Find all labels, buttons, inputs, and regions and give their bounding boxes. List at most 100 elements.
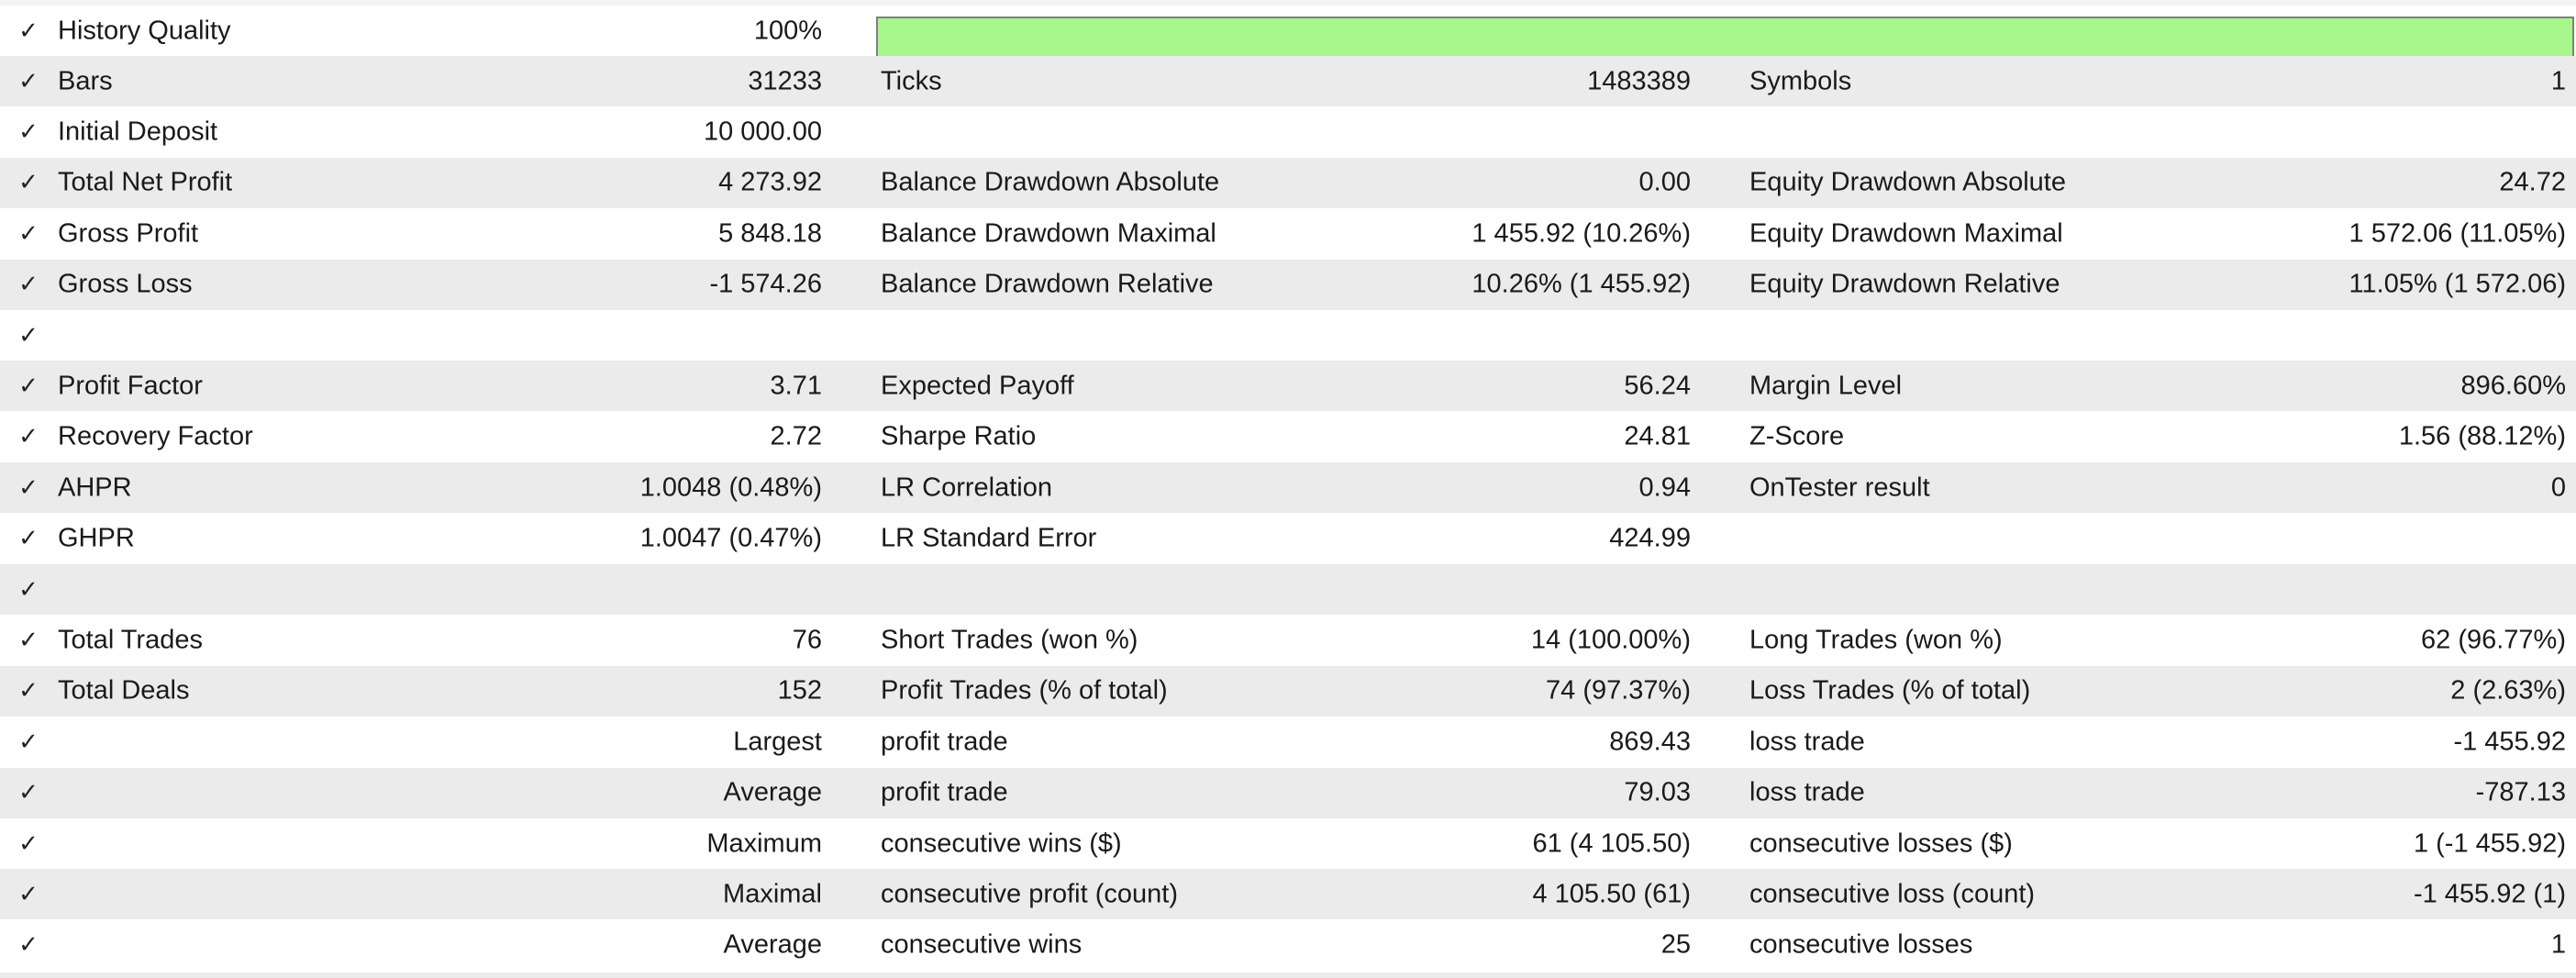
history-quality-bar: [876, 17, 2574, 58]
table-row[interactable]: ✓ Average profit trade 79.03 loss trade -787.…: [0, 767, 2576, 818]
col2-label: LR Standard Error: [881, 523, 1097, 553]
history-quality-value: 100%: [753, 16, 822, 45]
checkmark-icon[interactable]: ✓: [18, 931, 39, 960]
table-row[interactable]: ✓ Largest profit trade 869.43 loss trade -1 4…: [0, 717, 2576, 768]
row-history-quality[interactable]: ✓ History Quality 100%: [0, 6, 2576, 58]
col3-label: Long Trades (won %): [1749, 625, 2003, 655]
col1-value: Maximum: [706, 828, 822, 858]
checkmark-icon[interactable]: ✓: [18, 829, 39, 858]
col1-label: Total Deals: [58, 675, 190, 706]
col1-label: Gross Loss: [58, 269, 193, 299]
checkmark-icon[interactable]: ✓: [18, 626, 39, 654]
col1-value: 31233: [748, 66, 822, 95]
col3-label: Equity Drawdown Relative: [1749, 269, 2060, 299]
checkmark-icon[interactable]: ✓: [18, 372, 39, 400]
table-row[interactable]: ✓ Total Net Profit 4 273.92 Balance Drawdow…: [0, 157, 2576, 208]
checkmark-icon[interactable]: ✓: [18, 169, 39, 197]
col2-value: 25: [1660, 929, 1691, 960]
checkmark-icon[interactable]: ✓: [18, 473, 39, 502]
col3-value: 11.05% (1 572.06): [2348, 269, 2566, 299]
col2-value: 0.94: [1638, 472, 1691, 503]
checkmark-icon[interactable]: ✓: [18, 677, 39, 706]
col1-value: Maximal: [723, 879, 822, 909]
bottom-divider: [0, 972, 2576, 978]
col1-value: -1 574.26: [709, 269, 822, 299]
checkmark-icon[interactable]: ✓: [18, 575, 39, 604]
col2-label: Sharpe Ratio: [881, 421, 1037, 451]
table-row[interactable]: ✓ Gross Profit 5 848.18 Balance Drawdown Ma…: [0, 208, 2576, 260]
col1-label: AHPR: [58, 472, 132, 503]
col1-label: Bars: [58, 66, 113, 95]
col3-value: 1: [2550, 66, 2566, 95]
col2-value: 1 455.92 (10.26%): [1471, 218, 1691, 249]
table-row[interactable]: ✓ AHPR 1.0048 (0.48%) LR Correlation 0.94 OnT…: [0, 462, 2576, 514]
checkmark-icon[interactable]: ✓: [18, 779, 39, 807]
col2-label: consecutive wins ($): [881, 828, 1122, 858]
col3-label: consecutive loss (count): [1749, 879, 2036, 909]
col2-label: Short Trades (won %): [881, 625, 1138, 655]
col1-value: Average: [723, 929, 823, 960]
col3-label: Equity Drawdown Maximal: [1749, 218, 2063, 249]
table-row[interactable]: ✓ Average consecutive wins 25 consecutive lo…: [0, 919, 2576, 971]
col1-value: 1.0048 (0.48%): [639, 472, 822, 503]
table-row[interactable]: ✓ Initial Deposit 10 000.00: [0, 106, 2576, 158]
col1-value: 3.71: [770, 371, 822, 401]
table-row[interactable]: ✓ Gross Loss -1 574.26 Balance Drawdown Rel…: [0, 259, 2576, 310]
checkmark-icon[interactable]: ✓: [18, 117, 39, 146]
col1-value: 5 848.18: [718, 218, 822, 249]
checkmark-icon[interactable]: ✓: [18, 728, 39, 756]
col3-value: -1 455.92: [2453, 727, 2566, 757]
col3-label: Symbols: [1749, 66, 1852, 95]
col3-value: 2 (2.63%): [2450, 675, 2566, 706]
history-quality-bar-fill: [878, 18, 2572, 56]
col2-value: 79.03: [1624, 777, 1691, 807]
checkmark-icon[interactable]: ✓: [18, 17, 39, 45]
col3-label: consecutive losses: [1749, 929, 1973, 960]
col2-value: 424.99: [1609, 523, 1691, 553]
col1-label: Initial Deposit: [58, 117, 218, 147]
col2-label: profit trade: [881, 727, 1008, 757]
checkmark-icon[interactable]: ✓: [18, 67, 39, 95]
checkmark-icon[interactable]: ✓: [18, 880, 39, 908]
table-row[interactable]: ✓: [0, 310, 2576, 361]
checkmark-icon[interactable]: ✓: [18, 423, 39, 451]
checkmark-icon[interactable]: ✓: [18, 525, 39, 553]
col3-value: -1 455.92 (1): [2413, 879, 2566, 909]
top-divider: [0, 0, 2576, 6]
col3-label: consecutive losses ($): [1749, 828, 2013, 858]
col2-label: Balance Drawdown Maximal: [881, 218, 1216, 249]
col3-value: 1: [2550, 929, 2566, 960]
col3-value: 0: [2550, 472, 2566, 503]
table-row[interactable]: ✓ Maximum consecutive wins ($) 61 (4 105.50…: [0, 818, 2576, 869]
table-row[interactable]: ✓: [0, 564, 2576, 615]
col3-label: Loss Trades (% of total): [1749, 675, 2031, 706]
col3-label: OnTester result: [1749, 472, 1930, 503]
col3-label: Margin Level: [1749, 371, 1903, 401]
col2-value: 74 (97.37%): [1546, 675, 1691, 706]
col1-value: 1.0047 (0.47%): [639, 523, 822, 553]
table-row[interactable]: ✓ Total Deals 152 Profit Trades (% of total…: [0, 665, 2576, 717]
checkmark-icon[interactable]: ✓: [18, 219, 39, 248]
table-row[interactable]: ✓ GHPR 1.0047 (0.47%) LR Standard Error 424.…: [0, 513, 2576, 564]
col3-label: Equity Drawdown Absolute: [1749, 167, 2066, 197]
col2-label: LR Correlation: [881, 472, 1052, 503]
checkmark-icon[interactable]: ✓: [18, 321, 39, 350]
col2-label: Ticks: [881, 66, 942, 95]
col1-label: Total Trades: [58, 625, 203, 655]
col2-label: Profit Trades (% of total): [881, 675, 1168, 706]
table-row[interactable]: ✓ Recovery Factor 2.72 Sharpe Ratio 24.81 Z-S…: [0, 411, 2576, 462]
history-quality-label: History Quality: [58, 16, 231, 45]
table-row[interactable]: ✓ Maximal consecutive profit (count) 4 105.…: [0, 869, 2576, 920]
col1-label: Profit Factor: [58, 371, 203, 401]
table-row[interactable]: ✓ Total Trades 76 Short Trades (won %) 14 (1…: [0, 615, 2576, 666]
table-row[interactable]: ✓ Bars 31233 Ticks 1483389 Symbols 1: [0, 56, 2576, 106]
col3-value: -787.13: [2475, 777, 2566, 807]
table-row[interactable]: ✓ Profit Factor 3.71 Expected Payoff 56.24 Ma…: [0, 361, 2576, 412]
col1-value: Largest: [733, 727, 822, 757]
col3-label: Z-Score: [1749, 421, 1845, 451]
checkmark-icon[interactable]: ✓: [18, 271, 39, 299]
col2-label: consecutive wins: [881, 929, 1083, 960]
col3-value: 1.56 (88.12%): [2398, 421, 2566, 451]
col3-label: loss trade: [1749, 727, 1865, 757]
col1-label: Recovery Factor: [58, 421, 253, 451]
